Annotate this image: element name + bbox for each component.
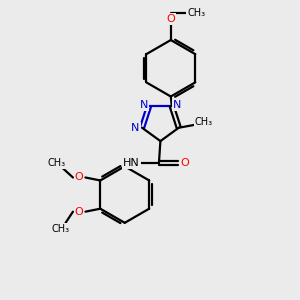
Text: CH₃: CH₃ bbox=[195, 117, 213, 128]
Text: O: O bbox=[180, 158, 189, 168]
Text: O: O bbox=[167, 14, 175, 24]
Text: O: O bbox=[74, 172, 83, 182]
Text: CH₃: CH₃ bbox=[187, 8, 205, 18]
Text: N: N bbox=[173, 100, 181, 110]
Text: N: N bbox=[131, 123, 140, 133]
Text: N: N bbox=[140, 100, 148, 110]
Text: CH₃: CH₃ bbox=[47, 158, 66, 168]
Text: HN: HN bbox=[123, 158, 140, 168]
Text: CH₃: CH₃ bbox=[51, 224, 70, 234]
Text: O: O bbox=[74, 207, 83, 217]
